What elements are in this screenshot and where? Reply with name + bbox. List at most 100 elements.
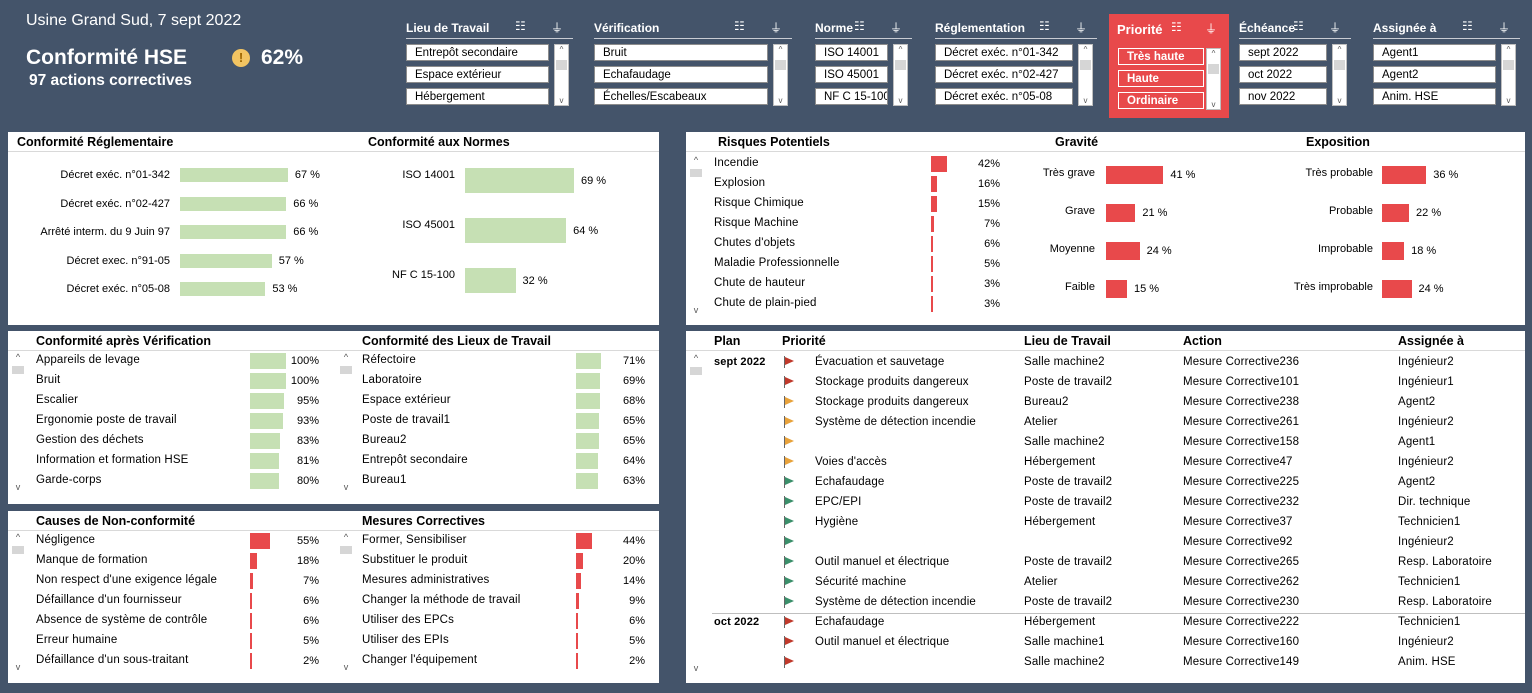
scroll-up-icon[interactable]: ^ <box>1083 45 1088 54</box>
slicer-option[interactable]: Bruit <box>594 44 768 61</box>
scroll-up-icon[interactable]: ^ <box>15 532 21 542</box>
verif-scrollbar[interactable]: ^ v <box>10 352 26 492</box>
scroll-thumb[interactable] <box>340 546 352 554</box>
scroll-up-icon[interactable]: ^ <box>1506 45 1511 54</box>
mesures-scrollbar[interactable]: ^ v <box>338 532 354 672</box>
slicer-scrollbar[interactable]: ^ v <box>773 44 788 106</box>
slicer-option[interactable]: oct 2022 <box>1239 66 1327 83</box>
flag-shape <box>785 497 794 505</box>
scroll-down-icon[interactable]: v <box>778 96 783 105</box>
bar-label: Très probable <box>1305 167 1373 179</box>
scroll-down-icon[interactable]: v <box>693 305 699 315</box>
row-priority-topic: Echafaudage <box>815 616 885 628</box>
slicer-option[interactable]: nov 2022 <box>1239 88 1327 105</box>
slicer-option[interactable]: Très haute <box>1118 48 1204 65</box>
slicer-option[interactable]: Echafaudage <box>594 66 768 83</box>
scroll-down-icon[interactable]: v <box>693 663 699 673</box>
slicer-option[interactable]: Anim. HSE <box>1373 88 1496 105</box>
multi-select-icon[interactable]: ☷ <box>854 19 865 33</box>
scroll-thumb[interactable] <box>1080 60 1091 70</box>
slicer-scrollbar[interactable]: ^ v <box>1332 44 1347 106</box>
scroll-down-icon[interactable]: v <box>15 482 21 492</box>
slicer-option[interactable]: Espace extérieur <box>406 66 549 83</box>
slicer-option[interactable]: Haute <box>1118 70 1204 87</box>
scroll-thumb[interactable] <box>12 366 24 374</box>
clear-filter-icon[interactable]: ⏚ <box>1329 21 1342 35</box>
slicer-scrollbar[interactable]: ^ v <box>1078 44 1093 106</box>
scroll-up-icon[interactable]: ^ <box>343 352 349 362</box>
scroll-thumb[interactable] <box>12 546 24 554</box>
scroll-down-icon[interactable]: v <box>15 662 21 672</box>
scroll-down-icon[interactable]: v <box>343 482 349 492</box>
slicer-option[interactable]: Décret exéc. n°05-08 <box>935 88 1073 105</box>
scroll-up-icon[interactable]: ^ <box>559 45 564 54</box>
multi-select-icon[interactable]: ☷ <box>1293 19 1304 33</box>
flag-shape <box>785 357 794 365</box>
scroll-thumb[interactable] <box>1503 60 1514 70</box>
slicer-option[interactable]: Hébergement <box>406 88 549 105</box>
list-item-label: Garde-corps <box>36 474 102 486</box>
scroll-up-icon[interactable]: ^ <box>1211 49 1216 58</box>
scroll-up-icon[interactable]: ^ <box>778 45 783 54</box>
scroll-thumb[interactable] <box>690 367 702 375</box>
slicer-scrollbar[interactable]: ^ v <box>893 44 908 106</box>
scroll-down-icon[interactable]: v <box>343 662 349 672</box>
slicer-option[interactable]: Agent2 <box>1373 66 1496 83</box>
bar-value: 66 % <box>293 226 319 238</box>
slicer-option[interactable]: NF C 15-100 <box>815 88 888 105</box>
scroll-up-icon[interactable]: ^ <box>15 352 21 362</box>
clear-filter-icon[interactable]: ⏚ <box>1205 22 1218 36</box>
scroll-thumb[interactable] <box>690 169 702 177</box>
clear-filter-icon[interactable]: ⏚ <box>551 21 564 35</box>
scroll-thumb[interactable] <box>895 60 906 70</box>
scroll-down-icon[interactable]: v <box>559 96 564 105</box>
slicer-option[interactable]: ISO 45001 <box>815 66 888 83</box>
multi-select-icon[interactable]: ☷ <box>1171 20 1182 34</box>
scroll-up-icon[interactable]: ^ <box>1337 45 1342 54</box>
scroll-thumb[interactable] <box>340 366 352 374</box>
slicer-option[interactable]: ISO 14001 <box>815 44 888 61</box>
slicer-option[interactable]: Décret exéc. n°02-427 <box>935 66 1073 83</box>
scroll-down-icon[interactable]: v <box>898 96 903 105</box>
clear-filter-icon[interactable]: ⏚ <box>1498 21 1511 35</box>
slicer-option[interactable]: Échelles/Escabeaux <box>594 88 768 105</box>
multi-select-icon[interactable]: ☷ <box>1039 19 1050 33</box>
risques-scrollbar[interactable]: ^ v <box>688 155 704 315</box>
scroll-thumb[interactable] <box>556 60 567 70</box>
priority-flag-icon <box>783 536 795 548</box>
slicer-option[interactable]: sept 2022 <box>1239 44 1327 61</box>
bar-value: 65% <box>622 435 645 447</box>
scroll-down-icon[interactable]: v <box>1083 96 1088 105</box>
slicer-scrollbar[interactable]: ^ v <box>554 44 569 106</box>
bar-value: 100% <box>290 355 319 367</box>
slicer-option[interactable]: Entrepôt secondaire <box>406 44 549 61</box>
slicer-scrollbar[interactable]: ^ v <box>1206 48 1221 110</box>
scroll-thumb[interactable] <box>775 60 786 70</box>
scroll-up-icon[interactable]: ^ <box>343 532 349 542</box>
bar-value: 67 % <box>294 169 320 181</box>
scroll-thumb[interactable] <box>1334 60 1345 70</box>
clear-filter-icon[interactable]: ⏚ <box>770 21 783 35</box>
scroll-thumb[interactable] <box>1208 64 1219 74</box>
slicer-option[interactable]: Ordinaire <box>1118 92 1204 109</box>
multi-select-icon[interactable]: ☷ <box>515 19 526 33</box>
slicer-option[interactable]: Décret exéc. n°01-342 <box>935 44 1073 61</box>
slicer-scrollbar[interactable]: ^ v <box>1501 44 1516 106</box>
slicer-option[interactable]: Agent1 <box>1373 44 1496 61</box>
kpi-value: 62% <box>261 46 304 69</box>
scroll-down-icon[interactable]: v <box>1506 96 1511 105</box>
lieux-scrollbar[interactable]: ^ v <box>338 352 354 492</box>
priority-flag-icon <box>783 636 795 648</box>
multi-select-icon[interactable]: ☷ <box>734 19 745 33</box>
scroll-down-icon[interactable]: v <box>1337 96 1342 105</box>
panel-verification-workplaces: Conformité après Vérification Conformité… <box>8 331 659 504</box>
causes-scrollbar[interactable]: ^ v <box>10 532 26 672</box>
scroll-up-icon[interactable]: ^ <box>693 155 699 165</box>
scroll-down-icon[interactable]: v <box>1211 100 1216 109</box>
clear-filter-icon[interactable]: ⏚ <box>890 21 903 35</box>
scroll-up-icon[interactable]: ^ <box>898 45 903 54</box>
clear-filter-icon[interactable]: ⏚ <box>1075 21 1088 35</box>
multi-select-icon[interactable]: ☷ <box>1462 19 1473 33</box>
scroll-up-icon[interactable]: ^ <box>693 353 699 363</box>
plan-scrollbar[interactable]: ^ v <box>688 353 704 673</box>
